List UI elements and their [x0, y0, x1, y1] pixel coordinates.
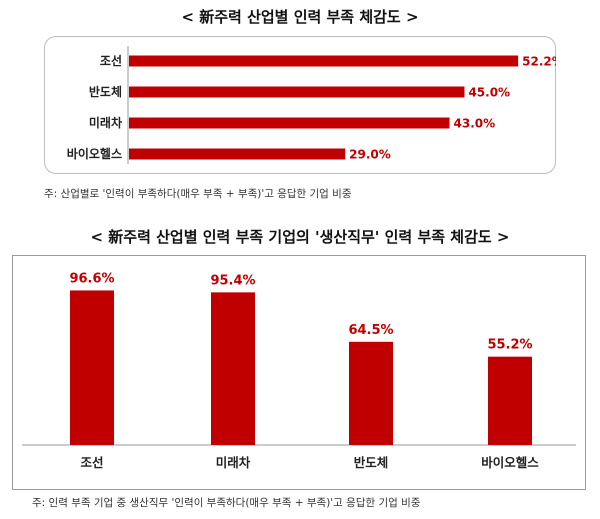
chart2-svg: 96.6% 조선 95.4% 미래차 64.5% 반도체 55.2% 바이오헬스	[22, 271, 576, 470]
chart2-bar	[488, 356, 532, 445]
chart2-title: < 新주력 산업별 인력 부족 기업의 '생산직무' 인력 부족 체감도 >	[90, 228, 510, 246]
chart1-title: < 新주력 산업별 인력 부족 체감도 >	[181, 8, 419, 26]
chart1-value-label: 43.0%	[454, 117, 496, 131]
chart2-category-label: 반도체	[354, 455, 389, 470]
chart1-bar	[129, 86, 465, 98]
chart1-bar	[129, 55, 519, 67]
chart2-value-label: 96.6%	[69, 271, 114, 286]
chart2-bar	[349, 341, 393, 445]
chart2-category-label: 미래차	[216, 455, 251, 470]
chart2-value-label: 64.5%	[348, 323, 393, 338]
chart2-bar	[211, 292, 255, 445]
chart2-category-label: 조선	[80, 455, 103, 470]
chart1-category-label: 반도체	[89, 84, 122, 99]
chart2-category-label: 바이오헬스	[481, 455, 539, 470]
chart1-value-label: 45.0%	[468, 86, 510, 100]
chart1-frame	[44, 36, 556, 174]
chart1-value-label: 52.2%	[522, 55, 556, 69]
chart1-value-label: 29.0%	[349, 148, 391, 162]
chart1-svg: 조선 52.2% 반도체 45.0% 미래차 43.0% 바이오헬스 29.0%	[67, 46, 556, 164]
chart1-category-label: 미래차	[89, 115, 122, 130]
chart1-category-label: 조선	[100, 53, 122, 68]
chart2-bar	[70, 290, 114, 445]
chart2-value-label: 55.2%	[487, 338, 532, 353]
chart1-bar	[129, 148, 346, 160]
chart2-value-label: 95.4%	[210, 273, 255, 288]
chart2-frame	[12, 255, 586, 490]
chart2-note: 주: 인력 부족 기업 중 생산직무 '인력이 부족하다(매우 부족 + 부족)…	[32, 497, 421, 509]
chart1-bar	[129, 117, 450, 129]
chart1-note: 주: 산업별로 '인력이 부족하다(매우 부족 + 부족)'고 응답한 기업 비…	[44, 188, 352, 200]
chart1-category-label: 바이오헬스	[67, 146, 122, 161]
